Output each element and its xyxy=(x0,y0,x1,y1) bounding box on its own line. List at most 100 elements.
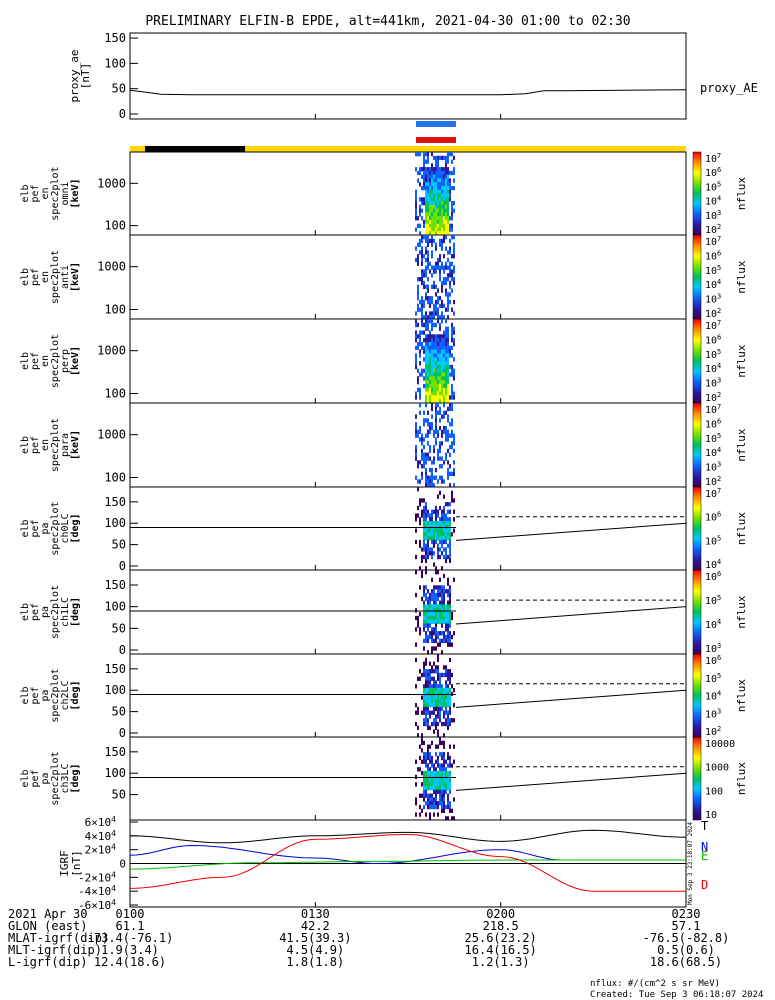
spectrogram-pixel xyxy=(447,296,449,301)
spectrogram-pixel xyxy=(451,445,453,450)
spectrogram-pixel xyxy=(415,216,417,221)
spectrogram-pixel xyxy=(445,623,447,628)
spectrogram-pixel xyxy=(431,238,433,244)
spectrogram-pixel xyxy=(431,414,433,419)
spectrogram-pixel xyxy=(417,615,419,621)
spectrogram-pixel xyxy=(415,391,417,396)
spectrogram-pixel xyxy=(445,551,447,556)
spectrogram-pixel xyxy=(443,182,445,187)
spectrogram-pixel xyxy=(421,759,423,764)
spectrogram-pixel xyxy=(441,479,443,484)
spectrogram-pixel xyxy=(429,774,431,779)
spectrogram-pixel xyxy=(443,596,445,602)
panel-ytick-label: 100 xyxy=(104,471,126,485)
spectrogram-pixel xyxy=(437,193,439,198)
spectrogram-pixel xyxy=(415,774,417,779)
spectrogram-pixel xyxy=(429,669,431,674)
spectrogram-pixel xyxy=(445,399,447,404)
spectrogram-pixel xyxy=(441,774,443,779)
spectrogram-pixel xyxy=(437,654,439,659)
colorbar-tick-label: 102 xyxy=(705,391,721,404)
spectrogram-pixel xyxy=(427,422,429,427)
spectrogram-pixel xyxy=(445,513,447,518)
spectrogram-pixel xyxy=(437,513,439,518)
spectrogram-pixel xyxy=(433,532,435,537)
spectrogram-pixel xyxy=(421,319,423,324)
spectrogram-pixel xyxy=(431,650,433,655)
spectrogram-pixel xyxy=(449,634,451,640)
spectrogram-pixel xyxy=(433,627,435,632)
spectrogram-pixel xyxy=(435,801,437,806)
spectrogram-pixel xyxy=(445,159,447,164)
units-note: nflux: #/(cm^2 s sr MeV) xyxy=(590,979,720,989)
colorbar-label: nflux xyxy=(735,428,748,461)
spectrogram-pixel xyxy=(417,341,419,347)
spectrogram-pixel xyxy=(453,208,455,213)
spectrogram-pixel xyxy=(449,403,451,408)
spectrogram-pixel xyxy=(427,509,429,514)
spectrogram-pixel xyxy=(423,464,425,469)
spectrogram-pixel xyxy=(423,600,425,605)
spectrogram-pixel xyxy=(453,299,455,305)
spectrogram-pixel xyxy=(435,185,437,191)
spectrogram-pixel xyxy=(451,212,453,217)
spectrogram-pixel xyxy=(427,475,429,480)
spectrogram-pixel xyxy=(421,345,423,351)
spectrogram-pixel xyxy=(443,254,445,259)
spectrogram-pixel xyxy=(435,793,437,798)
spectrogram-pixel xyxy=(421,303,423,309)
spectrogram-pixel xyxy=(425,216,427,221)
spectrogram-pixel xyxy=(419,395,421,400)
spectrogram-pixel xyxy=(439,353,441,358)
spectrogram-pixel xyxy=(447,699,449,704)
spectrogram-pixel xyxy=(417,178,419,183)
spectrogram-pixel xyxy=(443,752,445,757)
spectrogram-pixel xyxy=(425,782,427,787)
spectrogram-pixel xyxy=(437,774,439,779)
spectrogram-pixel xyxy=(445,368,447,373)
spectrogram-pixel xyxy=(423,517,425,522)
spectrogram-pixel xyxy=(445,357,447,362)
spectrogram-pixel xyxy=(431,520,433,526)
spectrogram-pixel xyxy=(435,174,437,179)
spectrogram-pixel xyxy=(427,615,429,621)
spectrogram-pixel xyxy=(441,763,443,768)
spectrogram-pixel xyxy=(441,691,443,696)
spectrogram-pixel xyxy=(429,364,431,370)
spectrogram-pixel xyxy=(425,223,427,228)
spectrogram-pixel xyxy=(445,782,447,787)
spectrogram-pixel xyxy=(431,634,433,640)
spectrogram-pixel xyxy=(445,816,447,821)
spectrogram-pixel xyxy=(421,185,423,191)
spectrogram-pixel xyxy=(435,216,437,221)
colorbar-tick-label: 105 xyxy=(705,672,721,685)
spectrogram-pixel xyxy=(453,433,455,438)
spectrogram-pixel xyxy=(433,193,435,198)
spectrogram-pixel xyxy=(449,585,451,590)
spectrogram-pixel xyxy=(443,513,445,518)
spectrogram-pixel xyxy=(437,372,439,377)
spectrogram-pixel xyxy=(435,167,437,172)
spectrogram-pixel xyxy=(433,231,435,236)
spectrogram-pixel xyxy=(419,307,421,312)
spectrogram-pixel xyxy=(429,338,431,343)
spectrogram-pixel xyxy=(421,437,423,442)
spectrogram-pixel xyxy=(443,695,445,700)
spectrogram-pixel xyxy=(429,483,431,488)
spectrogram-pixel xyxy=(427,261,429,267)
spectrogram-pixel xyxy=(427,623,429,628)
spectrogram-pixel xyxy=(447,592,449,598)
spectrogram-pixel xyxy=(449,589,451,594)
spectrogram-pixel xyxy=(439,368,441,373)
spectrogram-pixel xyxy=(425,265,427,270)
spectrogram-pixel xyxy=(423,520,425,526)
spectrogram-pixel xyxy=(435,345,437,351)
spectrogram-pixel xyxy=(437,410,439,415)
spectrogram-pixel xyxy=(431,174,433,179)
colorbar-tick-label: 107 xyxy=(705,403,721,416)
spectrogram-pixel xyxy=(447,182,449,187)
spectrogram-pixel xyxy=(443,303,445,309)
spectrogram-pixel xyxy=(427,242,429,247)
spectrogram-pixel xyxy=(441,319,443,324)
spectrogram-pixel xyxy=(423,182,425,187)
